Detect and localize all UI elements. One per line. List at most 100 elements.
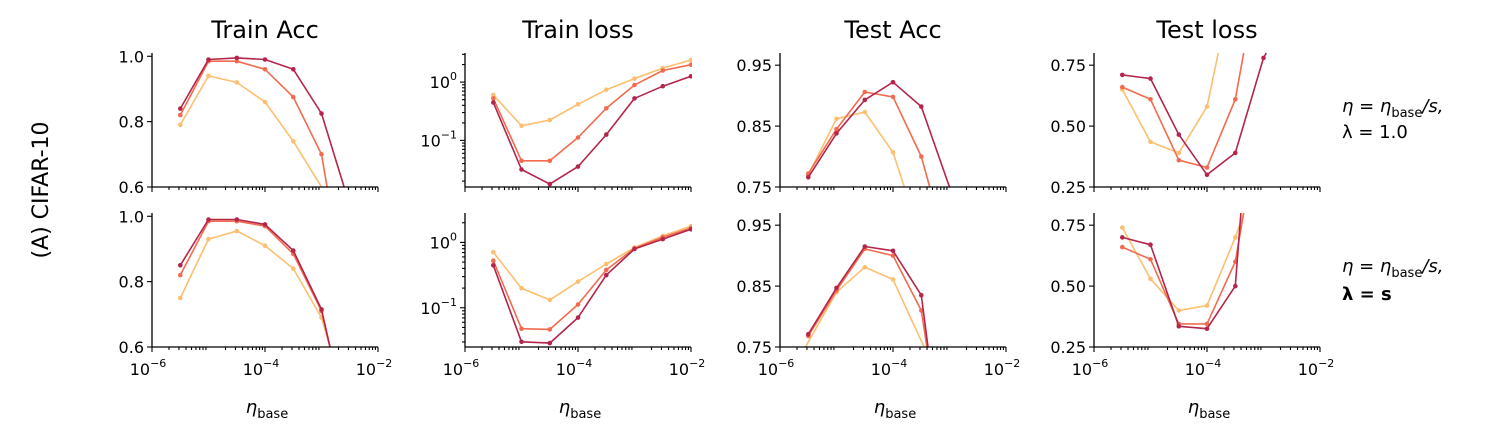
series-medium-point (178, 112, 183, 118)
y-tick-label: 0.85 (736, 117, 772, 136)
series-medium-point (519, 158, 524, 164)
series-medium-point (1120, 244, 1125, 250)
series-group (178, 55, 345, 187)
y-tick-label: 1.0 (119, 207, 144, 226)
series-dark-point (178, 106, 183, 111)
panel-title: Test Acc (843, 16, 941, 44)
series-group (178, 217, 331, 347)
x-tick-label: 10−2 (984, 357, 1021, 379)
series-dark-point (547, 181, 553, 187)
series-medium-line (492, 227, 692, 331)
series-light-point (862, 109, 868, 115)
series-dark-line (807, 81, 951, 187)
x-tick-label: 10−2 (669, 357, 706, 379)
series-dark-point (604, 272, 609, 278)
series-medium-line (1121, 52, 1245, 169)
series-medium-point (1233, 97, 1238, 102)
series-medium-point (547, 327, 553, 332)
series-dark-point (1233, 150, 1238, 156)
panels: Train Acc 0.6 0.8 1.0 Train loss 100 10−1 Test … (119, 16, 1335, 422)
series-medium-point (834, 126, 839, 132)
series-dark-point (1148, 76, 1153, 81)
x-tick-label: 10−4 (243, 357, 280, 379)
y-tick-label: 0.8 (119, 113, 144, 132)
row-annotation-1-sub: base (1391, 106, 1422, 121)
series-dark-point (1120, 235, 1125, 240)
x-tick-label: 10−6 (130, 357, 167, 379)
row-annotation-1: η = ηbase/s, λ = 1.0 (1342, 96, 1444, 143)
series-medium-point (890, 94, 896, 100)
y-tick-label: 100 (430, 70, 457, 92)
y-tick-label: 0.75 (736, 338, 772, 357)
x-axis-label: ηbase (559, 397, 601, 422)
series-light-line (1121, 212, 1245, 312)
series-light-point (547, 117, 553, 123)
series-light-point (234, 228, 240, 234)
series-medium-point (1176, 157, 1182, 163)
panel-row1-col0: 0.6 0.8 1.0 10−6 10−4 10−2 ηbase (119, 207, 393, 422)
series-light-point (575, 102, 581, 107)
series-medium-point (862, 89, 868, 95)
row-annotation-2-sub: base (1391, 266, 1422, 281)
series-light-point (178, 295, 183, 301)
row-annotation-2: η = ηbase/s, λ = s (1342, 256, 1444, 305)
row-annotation-2-lambda: λ = s (1342, 284, 1392, 305)
y-tick-label: 0.95 (736, 216, 772, 235)
series-medium-point (319, 152, 324, 157)
y-tick-label: 0.8 (119, 273, 144, 292)
series-medium-point (632, 82, 637, 88)
series-medium-point (604, 267, 609, 273)
series-dark-point (206, 217, 211, 222)
series-dark-point (806, 331, 811, 337)
series-dark-point (688, 227, 692, 232)
series-light-point (632, 76, 637, 81)
x-tick-label: 10−6 (443, 357, 480, 379)
panel-train-acc-row0: Train Acc 0.6 0.8 1.0 (119, 16, 379, 197)
series-light-point (519, 123, 524, 129)
y-tick-label: 0.25 (1050, 178, 1086, 197)
series-dark-point (1176, 324, 1182, 329)
panel-row1-col2: 0.75 0.85 0.95 10−6 10−4 10−2 ηbase (736, 213, 1020, 422)
series-light-point (262, 243, 268, 248)
series-medium-point (1148, 97, 1153, 102)
y-tick-label: 100 (430, 230, 457, 252)
series-medium-point (262, 67, 268, 72)
series-light-point (575, 279, 581, 284)
y-tick-label: 0.6 (119, 178, 144, 197)
series-light-point (519, 285, 524, 291)
series-dark-point (575, 315, 581, 320)
series-dark-point (688, 74, 692, 79)
series-light-point (178, 122, 183, 128)
series-dark-point (291, 248, 296, 253)
series-dark-point (890, 248, 896, 254)
series-light-point (1148, 276, 1153, 282)
svg-text:η = ηbase/s,: η = ηbase/s, (1342, 96, 1444, 121)
x-tick-label: 10−2 (356, 357, 393, 379)
series-group (1120, 52, 1267, 178)
series-light-line (179, 75, 323, 187)
series-dark-point (319, 111, 324, 116)
series-light-point (1204, 104, 1210, 109)
series-dark-point (178, 263, 183, 268)
series-dark-point (262, 57, 268, 62)
y-tick-label: 0.25 (1050, 338, 1086, 357)
series-medium-point (519, 326, 524, 332)
series-light-point (834, 116, 839, 122)
series-medium-point (919, 154, 924, 159)
panel-title: Train Acc (210, 16, 319, 44)
panel-row1-col1: 100 10−1 10−6 10−4 10−2 ηbase (420, 213, 705, 422)
series-dark-point (234, 217, 240, 222)
series-dark-point (919, 104, 924, 109)
series-group (491, 223, 692, 346)
series-medium-point (688, 62, 692, 67)
series-medium-point (178, 272, 183, 278)
series-light-point (1148, 139, 1153, 145)
series-group (1120, 212, 1245, 332)
series-group (804, 244, 929, 347)
series-light-point (890, 277, 896, 282)
row-label: (A) CIFAR-10 (29, 121, 54, 258)
series-medium-line (1121, 212, 1245, 325)
y-tick-label: 10−1 (420, 128, 457, 150)
series-light-point (491, 249, 496, 255)
series-dark-line (1122, 52, 1267, 176)
